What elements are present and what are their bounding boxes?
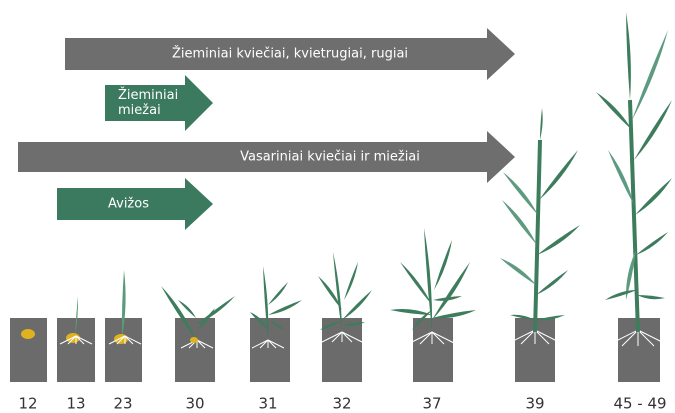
- soil: [175, 318, 215, 382]
- soil: [250, 318, 290, 382]
- leaf: [196, 296, 235, 325]
- leaf: [434, 240, 452, 290]
- arrow-label: Žieminiai kviečiai, kvietrugiai, rugiai: [172, 46, 408, 62]
- leaf: [637, 295, 665, 299]
- stage-label: 30: [185, 395, 204, 413]
- stage-label: 32: [332, 395, 351, 413]
- leaf: [632, 30, 668, 120]
- stage-label: 45 - 49: [613, 395, 666, 413]
- leaf: [536, 270, 568, 295]
- leaf: [535, 315, 565, 320]
- leaf: [540, 108, 543, 140]
- growth-stage-diagram: Žieminiai kviečiai, kvietrugiai, rugiai Ž…: [0, 0, 675, 413]
- leaf: [268, 282, 288, 305]
- leaf: [500, 258, 536, 285]
- leaf: [539, 150, 578, 200]
- soil: [322, 318, 362, 382]
- soil: [413, 318, 453, 382]
- arrow-label: Žieminiai: [118, 87, 178, 103]
- stem: [630, 100, 638, 332]
- soil: [10, 318, 47, 382]
- seed: [114, 334, 128, 344]
- leaf: [344, 262, 358, 300]
- arrow-label: miežai: [118, 103, 161, 118]
- leaf: [596, 92, 632, 130]
- leaf: [537, 225, 580, 255]
- arrow-label: Avižos: [108, 197, 149, 212]
- seed: [21, 329, 35, 339]
- stage-label: 39: [525, 395, 544, 413]
- leaf: [635, 178, 672, 215]
- seed: [190, 337, 198, 343]
- stage-label: 31: [258, 395, 277, 413]
- leaf: [432, 262, 470, 320]
- leaf: [626, 12, 631, 100]
- leaf: [605, 290, 637, 300]
- stage-label: 13: [66, 395, 85, 413]
- leaf: [390, 309, 432, 315]
- leaf: [636, 232, 668, 255]
- stem: [535, 140, 540, 332]
- stage-label: 23: [113, 395, 132, 413]
- arrow-label: Vasariniai kviečiai ir miežiai: [240, 150, 420, 165]
- stage-label: 37: [422, 395, 441, 413]
- stage-label: 12: [18, 395, 37, 413]
- leaf: [634, 100, 672, 160]
- leaf: [268, 300, 302, 315]
